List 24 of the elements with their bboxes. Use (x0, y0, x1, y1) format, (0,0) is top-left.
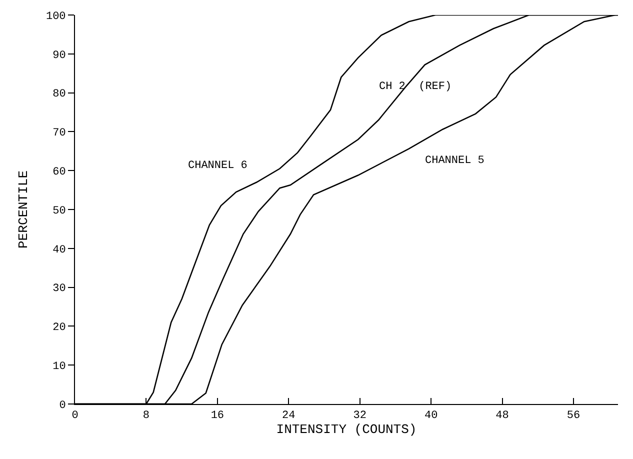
series-label: CHANNEL 5 (425, 155, 484, 167)
y-axis-title: PERCENTILE (16, 170, 31, 249)
x-tick-label: 8 (142, 410, 150, 422)
y-tick-label: 100 (46, 10, 66, 23)
x-tick-label: 24 (282, 410, 296, 422)
x-tick-label: 40 (424, 410, 438, 422)
y-tick-label: 70 (52, 128, 66, 140)
x-tick-label: 48 (496, 410, 509, 422)
x-axis-title: INTENSITY (COUNTS) (276, 422, 417, 438)
y-tick-label: 10 (52, 360, 66, 373)
x-tick-label: 0 (72, 410, 78, 422)
y-tick-label: 20 (52, 322, 66, 334)
x-tick-label: 16 (210, 410, 224, 422)
y-tick-label: 50 (52, 205, 66, 218)
y-tick-label: 60 (52, 166, 66, 178)
y-tick-label: 30 (52, 283, 66, 296)
x-tick-label: 32 (353, 410, 366, 422)
x-tick-label: 56 (566, 410, 580, 422)
series-label: CHANNEL 6 (188, 160, 248, 172)
y-tick-label: 40 (52, 244, 66, 256)
series-label: CH 2 (REF) (379, 81, 452, 93)
y-tick-label: 90 (52, 50, 66, 62)
y-tick-label: 80 (52, 88, 66, 101)
y-tick-label: 0 (59, 400, 66, 412)
